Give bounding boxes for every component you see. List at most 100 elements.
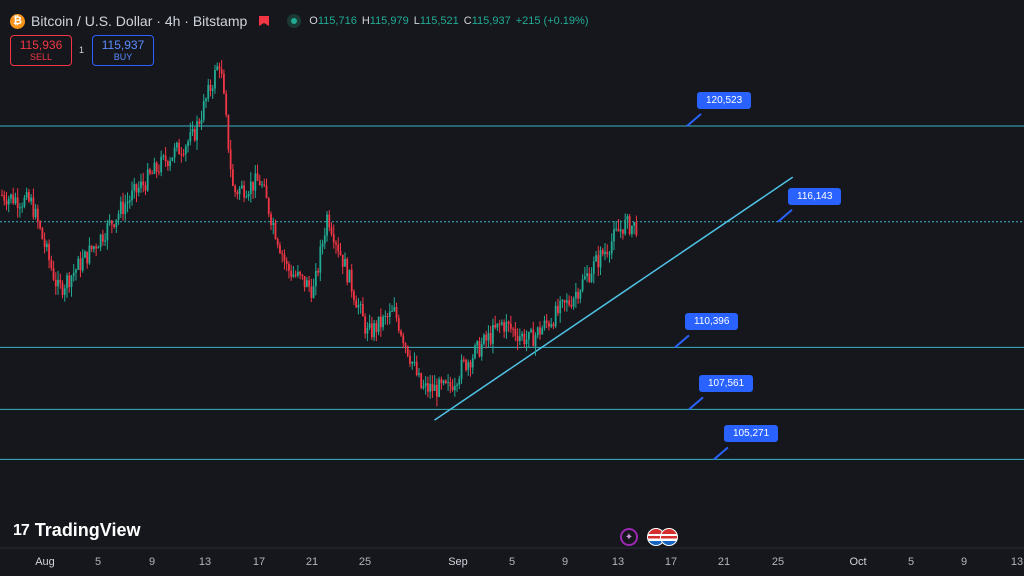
candle-body <box>402 335 405 344</box>
candle-body <box>153 162 156 174</box>
candle-body <box>512 328 514 330</box>
time-tick-label: 5 <box>907 556 915 568</box>
candle-body <box>622 229 624 234</box>
candle-body <box>346 258 349 283</box>
high-value: 115,979 <box>369 15 409 27</box>
candle-body <box>270 213 272 225</box>
level-callout[interactable]: 107,561 <box>699 375 754 393</box>
candle-body <box>303 275 306 288</box>
candle-body <box>554 305 557 327</box>
time-tick-label: 17 <box>252 556 266 568</box>
candle-body <box>400 330 402 336</box>
candle-body <box>496 323 499 328</box>
candle-body <box>626 216 629 220</box>
candle-body <box>142 181 145 186</box>
candle-body <box>411 361 414 364</box>
candle-body <box>23 197 26 207</box>
candle-body <box>220 69 223 74</box>
candle-body <box>288 263 290 271</box>
candle-body <box>214 70 216 89</box>
candle-body <box>362 304 364 317</box>
candle-body <box>474 345 476 359</box>
candle-body <box>169 160 172 166</box>
candle-body <box>375 323 378 333</box>
candle-body <box>581 279 584 291</box>
candle-body <box>337 244 340 252</box>
candle-body <box>364 316 367 334</box>
candle-body <box>619 229 622 232</box>
candle-body <box>90 245 93 250</box>
candle-body <box>628 216 631 234</box>
candle-body <box>438 379 441 397</box>
candle-body <box>355 300 358 308</box>
candle-body <box>223 73 225 94</box>
candle-body <box>95 246 98 249</box>
candle-body <box>476 341 479 346</box>
candle-body <box>384 315 387 317</box>
level-callout[interactable]: 116,143 <box>788 187 842 205</box>
eye-icon[interactable] <box>287 14 302 28</box>
candle-body <box>196 121 198 141</box>
candle-body <box>507 321 510 324</box>
candle-body <box>249 181 252 194</box>
candle-body <box>283 254 286 261</box>
candle-body <box>110 220 113 225</box>
level-callout[interactable]: 120,523 <box>697 92 752 109</box>
candle-body <box>131 190 133 201</box>
candle-body <box>552 324 555 327</box>
candle-body <box>451 386 454 391</box>
candle-body <box>86 251 89 264</box>
candle-body <box>321 243 324 247</box>
sell-button[interactable]: 115,936 SELL <box>10 35 72 66</box>
time-tick-label: 21 <box>305 556 319 568</box>
candle-body <box>377 316 380 333</box>
candle-body <box>586 273 588 277</box>
candle-body <box>158 171 160 173</box>
candle-body <box>458 378 461 385</box>
candle-body <box>357 304 360 308</box>
candle-body <box>487 333 490 341</box>
time-tick-label: 9 <box>148 556 156 568</box>
candle-body <box>467 362 470 370</box>
time-tick-label: Aug <box>35 556 55 568</box>
candle-body <box>209 84 212 91</box>
candle-body <box>124 203 127 215</box>
candle-body <box>3 195 6 201</box>
tradingview-logo[interactable]: 17 TradingView <box>13 520 141 541</box>
candle-body <box>231 169 234 186</box>
spark-icon[interactable]: ✦ <box>620 528 638 546</box>
spread-value: 1 <box>79 45 85 55</box>
candle-body <box>140 181 142 188</box>
time-axis[interactable]: Aug 5 9 13 17 21 25 Sep 5 9 13 17 21 25 Oct 5 9 13 <box>0 556 1024 572</box>
callout-pointer <box>686 113 702 127</box>
candle-body <box>68 275 71 287</box>
candle-body <box>137 187 140 193</box>
candle-body <box>570 304 573 307</box>
bitcoin-icon: ₿ <box>10 13 25 29</box>
candle-body <box>57 279 59 287</box>
flag-icon[interactable] <box>259 16 270 26</box>
buy-button[interactable]: 115,937 BUY <box>92 35 154 66</box>
candle-body <box>494 324 497 328</box>
candle-body <box>93 246 95 250</box>
candle-body <box>579 290 582 299</box>
level-callout[interactable]: 105,271 <box>724 425 779 443</box>
time-tick-label: 13 <box>611 556 625 568</box>
candle-body <box>189 131 192 142</box>
candle-body <box>30 197 33 202</box>
us-flag-icon[interactable] <box>647 528 678 546</box>
tradingview-logo-text: TradingView <box>34 520 141 540</box>
level-callout[interactable]: 110,396 <box>685 313 739 331</box>
candle-body <box>500 322 503 325</box>
candle-body <box>236 192 239 195</box>
candle-body <box>54 279 57 287</box>
candle-body <box>72 272 75 276</box>
candle-body <box>305 280 308 288</box>
candle-body <box>126 201 129 204</box>
candle-body <box>200 119 203 124</box>
symbol-title[interactable]: Bitcoin / U.S. Dollar · 4h · Bitstamp <box>31 13 248 29</box>
candle-body <box>489 333 492 344</box>
candle-body <box>498 323 501 325</box>
candle-body <box>175 142 178 148</box>
